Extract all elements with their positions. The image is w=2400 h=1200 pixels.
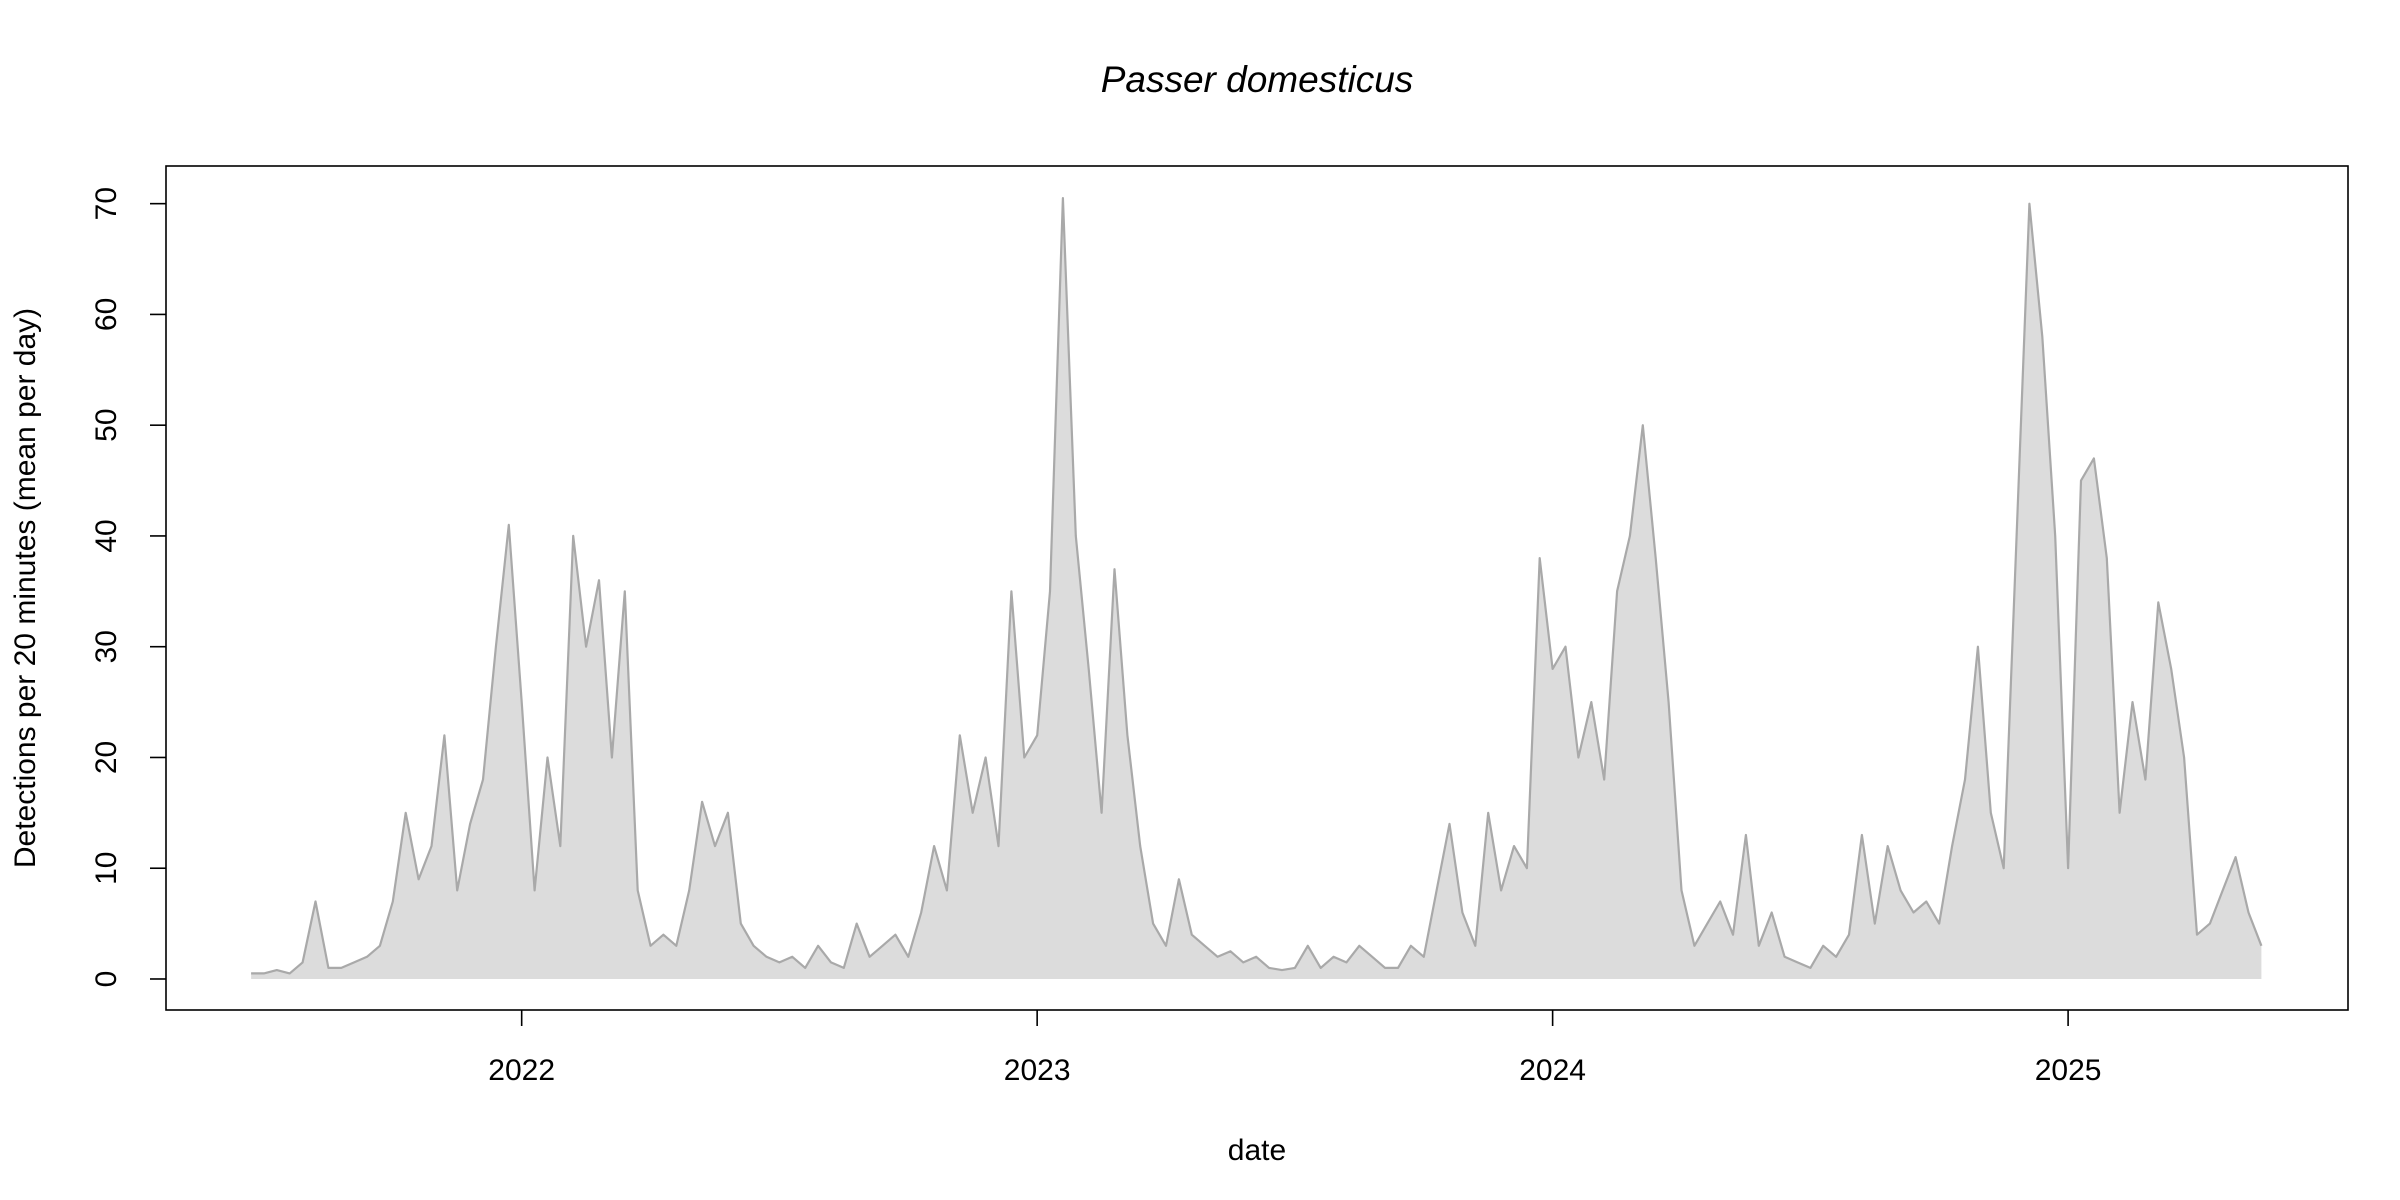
y-tick-label: 40: [90, 519, 123, 552]
x-axis-label: date: [1228, 1134, 1286, 1167]
x-tick-label: 2023: [1004, 1054, 1071, 1087]
y-axis-label: Detections per 20 minutes (mean per day): [9, 308, 42, 868]
plot-frame: [165, 165, 2349, 1011]
series-line: [251, 197, 2263, 975]
x-tick-label: 2022: [488, 1054, 555, 1087]
y-tick-label: 60: [90, 298, 123, 331]
y-tick-label: 70: [90, 187, 123, 220]
y-tick-label: 50: [90, 408, 123, 441]
x-tick-label: 2024: [1519, 1054, 1586, 1087]
y-tick-label: 20: [90, 741, 123, 774]
area-fill: [251, 198, 2262, 979]
y-tick-label: 30: [90, 630, 123, 663]
x-tick-label: 2025: [2035, 1054, 2102, 1087]
y-tick-label: 0: [90, 971, 123, 988]
y-tick-label: 10: [90, 852, 123, 885]
chart-title: Passer domesticus: [1101, 59, 1414, 100]
plot-area: [251, 197, 2263, 979]
